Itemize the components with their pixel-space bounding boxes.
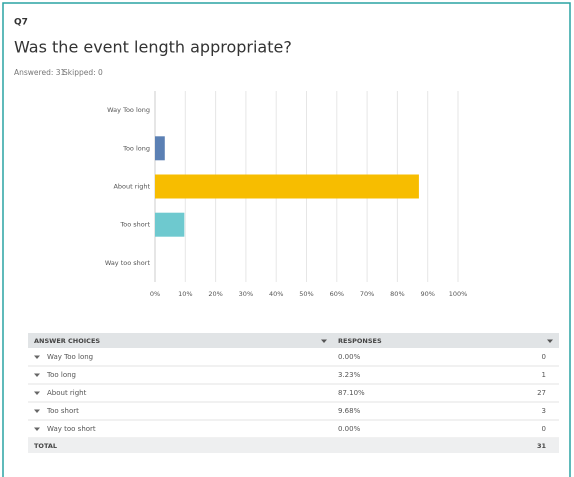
x-tick-label: 90% bbox=[420, 290, 434, 298]
y-tick-label: About right bbox=[113, 183, 150, 191]
response-count: 0 bbox=[542, 353, 546, 361]
response-percent: 3.23% bbox=[338, 371, 361, 379]
answer-choice: Way Too long bbox=[47, 353, 93, 361]
x-tick-label: 30% bbox=[239, 290, 253, 298]
dropdown-caret bbox=[321, 339, 327, 343]
response-count: 0 bbox=[542, 425, 546, 433]
answer-choice: About right bbox=[47, 389, 87, 397]
skipped: Skipped: 0 bbox=[63, 68, 103, 77]
answered: Answered: 31 bbox=[14, 68, 66, 77]
table-header: ANSWER CHOICES bbox=[34, 337, 100, 345]
answer-choice: Way too short bbox=[47, 425, 96, 433]
response-count: 3 bbox=[542, 407, 546, 415]
x-tick-label: 60% bbox=[330, 290, 344, 298]
response-percent: 0.00% bbox=[338, 353, 361, 361]
y-tick-label: Way too short bbox=[105, 259, 151, 267]
response-percent: 9.68% bbox=[338, 407, 361, 415]
y-tick-label: Too short bbox=[119, 221, 150, 229]
y-tick-label: Way Too long bbox=[107, 106, 150, 114]
x-tick-label: 40% bbox=[269, 290, 283, 298]
dropdown-caret bbox=[34, 355, 40, 359]
dropdown-caret bbox=[34, 409, 40, 413]
bar bbox=[155, 174, 419, 199]
response-count: 1 bbox=[542, 371, 546, 379]
response-percent: 87.10% bbox=[338, 389, 365, 397]
x-tick-label: 50% bbox=[299, 290, 313, 298]
total-count: 31 bbox=[537, 442, 547, 450]
dropdown-caret bbox=[34, 427, 40, 431]
table-header: RESPONSES bbox=[338, 337, 382, 345]
question-title: Was the event length appropriate? bbox=[14, 38, 292, 57]
response-percent: 0.00% bbox=[338, 425, 361, 433]
dropdown-caret bbox=[547, 339, 553, 343]
x-tick-label: 70% bbox=[360, 290, 374, 298]
x-tick-label: 0% bbox=[150, 290, 160, 298]
answer-choice: Too short bbox=[46, 407, 79, 415]
dropdown-caret bbox=[34, 373, 40, 377]
question-number: Q7 bbox=[14, 18, 28, 28]
bar bbox=[155, 212, 185, 237]
response-count: 27 bbox=[537, 389, 546, 397]
x-tick-label: 100% bbox=[449, 290, 468, 298]
total-label: TOTAL bbox=[34, 442, 57, 450]
table-total-bg bbox=[28, 438, 559, 453]
y-tick-label: Too long bbox=[122, 144, 150, 152]
x-tick-label: 80% bbox=[390, 290, 404, 298]
bar bbox=[155, 136, 165, 161]
table-header-bg bbox=[28, 333, 559, 348]
answer-choice: Too long bbox=[46, 371, 76, 379]
dropdown-caret bbox=[34, 391, 40, 395]
x-tick-label: 10% bbox=[178, 290, 192, 298]
x-tick-label: 20% bbox=[208, 290, 222, 298]
